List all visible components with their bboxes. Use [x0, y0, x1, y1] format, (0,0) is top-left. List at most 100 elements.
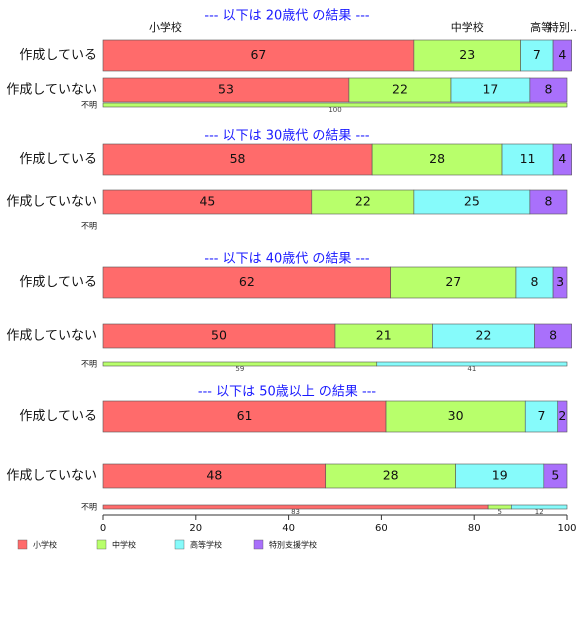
data-label: 22	[476, 328, 492, 343]
bar-segment	[534, 323, 572, 349]
category-label: 特別..	[548, 20, 577, 34]
x-tick-label: 80	[468, 523, 481, 534]
row-label: 作成している	[19, 275, 97, 290]
row-label: 作成している	[19, 152, 97, 167]
data-label: 50	[211, 328, 227, 343]
data-label: 62	[239, 274, 255, 289]
data-label: 45	[199, 194, 215, 209]
data-label: 22	[355, 194, 371, 209]
row-label: 作成していない	[6, 469, 97, 484]
data-label: 11	[520, 151, 536, 166]
data-label: 58	[230, 151, 246, 166]
data-label: 17	[482, 82, 498, 97]
panel-title: --- 以下は 30歳代 の結果 ---	[204, 129, 370, 144]
bar-segment	[102, 77, 350, 103]
bar-segment	[390, 266, 517, 299]
bar-segment	[334, 323, 433, 349]
data-label: 23	[459, 47, 475, 62]
bar-segment	[455, 463, 545, 489]
data-label: 28	[429, 151, 445, 166]
legend-label: 中学校	[112, 540, 136, 550]
data-label: 8	[544, 194, 552, 209]
data-label: 19	[492, 468, 508, 483]
row-label: 不明	[81, 503, 97, 512]
legend-label: 高等学校	[190, 540, 222, 550]
data-label: 53	[218, 82, 234, 97]
data-label: 5	[551, 468, 559, 483]
data-label: 83	[291, 508, 300, 516]
bar-segment	[385, 400, 526, 433]
x-tick-label: 100	[557, 523, 576, 534]
bar-segment	[102, 323, 336, 349]
x-tick-label: 20	[189, 523, 202, 534]
data-label: 3	[556, 274, 564, 289]
bar-segment	[501, 143, 554, 176]
data-label: 8	[544, 82, 552, 97]
data-label: 21	[376, 328, 392, 343]
x-tick-label: 0	[100, 523, 106, 534]
data-label: 25	[464, 194, 480, 209]
bar-segment	[376, 361, 568, 367]
bar-segment	[552, 39, 572, 72]
bar-segment	[102, 266, 391, 299]
bar-segment	[552, 143, 572, 176]
data-label: 30	[448, 408, 464, 423]
data-label: 67	[250, 47, 266, 62]
bar-segment	[552, 266, 568, 299]
bar-segment	[557, 400, 568, 433]
data-label: 28	[383, 468, 399, 483]
bar-segment	[102, 400, 387, 433]
category-label: 高等.	[530, 20, 556, 34]
data-label: 22	[392, 82, 408, 97]
data-label: 41	[467, 365, 476, 373]
bar-segment	[102, 463, 327, 489]
bar-segment	[102, 102, 568, 108]
data-label: 8	[531, 274, 539, 289]
data-label: 100	[328, 106, 341, 114]
bar-segment	[515, 266, 554, 299]
data-label: 61	[237, 408, 253, 423]
row-label: 作成している	[19, 48, 97, 63]
data-label: 7	[533, 47, 541, 62]
row-label: 不明	[81, 360, 97, 369]
bar-segment	[529, 77, 568, 103]
legend-swatch	[17, 539, 28, 550]
row-label: 作成していない	[6, 329, 97, 344]
data-label: 27	[445, 274, 461, 289]
data-label: 59	[235, 365, 244, 373]
data-label: 8	[549, 328, 557, 343]
legend-swatch	[253, 539, 264, 550]
data-label: 4	[558, 47, 566, 62]
legend-swatch	[96, 539, 107, 550]
data-label: 4	[558, 151, 566, 166]
bar-segment	[371, 143, 503, 176]
panel-title: --- 以下は 50歳以上 の結果 ---	[198, 385, 377, 400]
x-tick-label: 60	[375, 523, 388, 534]
row-label: 作成している	[19, 409, 97, 424]
legend-label: 特別支援学校	[269, 540, 317, 550]
x-tick-label: 40	[282, 523, 295, 534]
bar-segment	[432, 323, 535, 349]
legend-swatch	[174, 539, 185, 550]
category-label: 小学校	[149, 20, 182, 34]
legend-label: 小学校	[33, 540, 57, 550]
bar-segment	[511, 504, 568, 510]
bar-segment	[348, 77, 452, 103]
bar-segment	[524, 400, 559, 433]
data-label: 48	[206, 468, 222, 483]
bar-segment	[413, 39, 521, 72]
data-label: 2	[558, 408, 566, 423]
row-label: 作成していない	[6, 83, 97, 98]
bar-segment	[529, 189, 568, 215]
bar-segment	[543, 463, 568, 489]
bar-segment	[102, 143, 373, 176]
row-label: 不明	[81, 101, 97, 110]
bar-segment	[311, 189, 415, 215]
panel-title: --- 以下は 40歳代 の結果 ---	[204, 252, 370, 267]
data-label: 5	[497, 508, 501, 516]
data-label: 7	[538, 408, 546, 423]
panel-title: --- 以下は 20歳代 の結果 ---	[204, 9, 370, 24]
data-label: 12	[535, 508, 544, 516]
row-label: 不明	[81, 222, 97, 231]
